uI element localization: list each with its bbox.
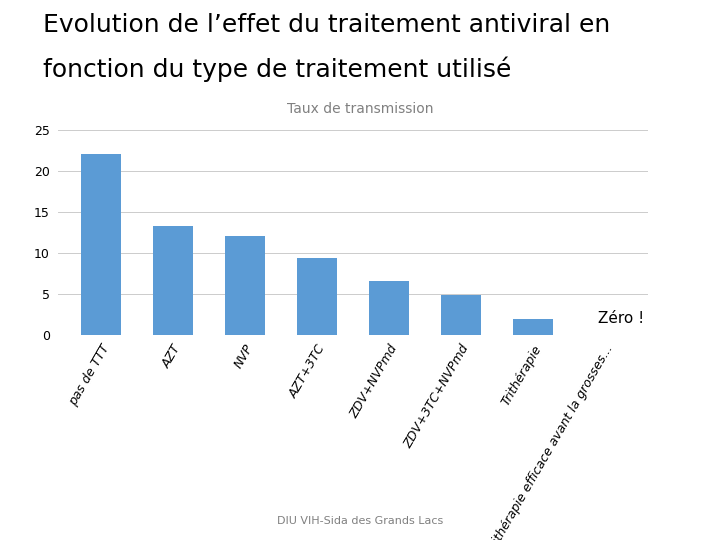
Text: fonction du type de traitement utilisé: fonction du type de traitement utilisé	[43, 57, 512, 82]
Text: DIU VIH-Sida des Grands Lacs: DIU VIH-Sida des Grands Lacs	[277, 516, 443, 526]
Bar	[225, 237, 265, 335]
Text: Zéro !: Zéro !	[598, 311, 644, 326]
Bar	[513, 319, 552, 335]
Bar	[153, 226, 193, 335]
Bar	[81, 154, 121, 335]
Text: Evolution de l’effet du traitement antiviral en: Evolution de l’effet du traitement antiv…	[43, 14, 611, 37]
Text: Taux de transmission: Taux de transmission	[287, 102, 433, 116]
Bar	[369, 281, 409, 335]
Bar	[441, 295, 480, 335]
Bar	[297, 258, 336, 335]
